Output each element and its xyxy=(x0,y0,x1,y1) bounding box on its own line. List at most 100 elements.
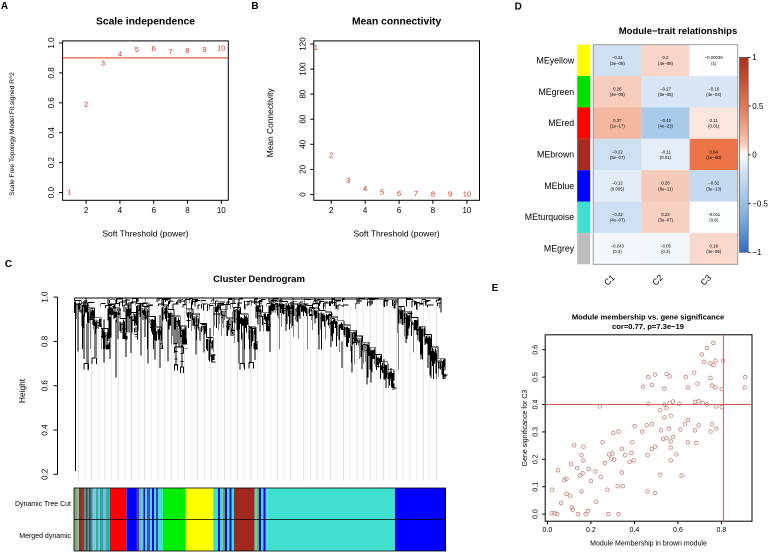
svg-text:(1): (1) xyxy=(711,61,717,66)
svg-text:Soft Threshold (power): Soft Threshold (power) xyxy=(102,229,188,239)
svg-text:6: 6 xyxy=(151,206,156,215)
svg-text:MEgrey: MEgrey xyxy=(544,244,575,254)
svg-text:0.6: 0.6 xyxy=(673,527,683,534)
svg-text:0.5: 0.5 xyxy=(752,102,764,111)
svg-text:(0.005): (0.005) xyxy=(610,186,624,191)
svg-text:6: 6 xyxy=(397,206,402,215)
svg-text:1: 1 xyxy=(314,43,318,52)
svg-text:−0.17: −0.17 xyxy=(660,87,671,92)
svg-text:0.3: 0.3 xyxy=(533,427,540,437)
svg-text:80: 80 xyxy=(298,89,307,98)
svg-text:MEyellow: MEyellow xyxy=(537,55,575,65)
svg-text:(1e−17): (1e−17) xyxy=(610,124,625,129)
svg-text:(0.01): (0.01) xyxy=(660,155,672,160)
svg-text:10: 10 xyxy=(463,190,471,199)
svg-text:0.5: 0.5 xyxy=(533,372,540,382)
svg-text:MEgreen: MEgreen xyxy=(538,87,574,97)
svg-text:E: E xyxy=(492,283,499,294)
svg-text:cor=0.77, p=7.3e−19: cor=0.77, p=7.3e−19 xyxy=(612,322,684,331)
svg-text:Mean Connectivity: Mean Connectivity xyxy=(265,88,275,158)
svg-text:0.8: 0.8 xyxy=(41,335,50,347)
svg-text:−0.12: −0.12 xyxy=(612,181,623,186)
svg-text:−0.043: −0.043 xyxy=(611,243,625,248)
svg-text:Mean connectivity: Mean connectivity xyxy=(352,17,442,28)
svg-text:B: B xyxy=(251,1,258,12)
svg-text:0.4: 0.4 xyxy=(533,400,540,410)
svg-text:9: 9 xyxy=(448,190,452,199)
svg-text:0.2: 0.2 xyxy=(663,55,670,60)
svg-text:0.6: 0.6 xyxy=(533,345,540,355)
svg-text:MEred: MEred xyxy=(548,118,574,128)
svg-text:20: 20 xyxy=(298,164,307,173)
svg-text:4: 4 xyxy=(118,50,122,59)
svg-text:4: 4 xyxy=(363,184,367,193)
svg-text:0.4: 0.4 xyxy=(47,127,56,139)
svg-text:0.11: 0.11 xyxy=(710,118,719,123)
svg-text:0.2: 0.2 xyxy=(47,156,56,168)
svg-text:1: 1 xyxy=(67,188,71,197)
svg-text:(4e−08): (4e−08) xyxy=(658,61,673,66)
svg-text:(4e−07): (4e−07) xyxy=(610,218,625,223)
svg-text:(8e−05): (8e−05) xyxy=(658,92,673,97)
svg-text:(0.8): (0.8) xyxy=(709,218,718,223)
svg-text:40: 40 xyxy=(298,139,307,148)
svg-text:0: 0 xyxy=(752,151,757,160)
svg-text:−0.00036: −0.00036 xyxy=(705,55,724,60)
svg-text:−0.42: −0.42 xyxy=(660,118,671,123)
svg-text:−0.21: −0.21 xyxy=(612,55,623,60)
svg-text:2: 2 xyxy=(329,206,334,215)
svg-text:5: 5 xyxy=(135,45,139,54)
svg-text:0: 0 xyxy=(298,192,307,197)
svg-text:Scale independence: Scale independence xyxy=(96,17,195,28)
svg-text:2: 2 xyxy=(84,206,89,215)
svg-text:6: 6 xyxy=(397,189,401,198)
svg-text:100: 100 xyxy=(298,62,307,76)
svg-text:(1e−60): (1e−60) xyxy=(706,155,721,160)
svg-text:5: 5 xyxy=(380,187,384,196)
svg-text:Soft Threshold (power): Soft Threshold (power) xyxy=(353,229,439,239)
svg-text:0.4: 0.4 xyxy=(41,424,50,436)
svg-text:0.2: 0.2 xyxy=(41,468,50,480)
svg-text:C: C xyxy=(5,259,12,270)
svg-text:1.0: 1.0 xyxy=(47,37,56,49)
svg-text:0.2: 0.2 xyxy=(586,527,596,534)
svg-text:4: 4 xyxy=(118,206,123,215)
svg-text:−0.22: −0.22 xyxy=(612,149,623,154)
svg-text:0.6: 0.6 xyxy=(47,97,56,109)
svg-text:9: 9 xyxy=(202,45,206,54)
svg-text:8: 8 xyxy=(431,206,436,215)
svg-text:(4e−04): (4e−04) xyxy=(706,92,721,97)
svg-text:0.26: 0.26 xyxy=(613,87,622,92)
svg-text:0.2: 0.2 xyxy=(533,454,540,464)
svg-text:8: 8 xyxy=(185,206,190,215)
svg-text:6: 6 xyxy=(152,44,156,53)
svg-text:−0.32: −0.32 xyxy=(708,181,719,186)
svg-text:1: 1 xyxy=(752,53,757,62)
svg-text:0.1: 0.1 xyxy=(533,482,540,492)
svg-text:−0.11: −0.11 xyxy=(660,149,671,154)
svg-text:0.0: 0.0 xyxy=(533,509,540,519)
svg-text:(0.01): (0.01) xyxy=(708,124,720,129)
svg-text:D: D xyxy=(515,1,522,12)
svg-text:10: 10 xyxy=(217,206,226,215)
svg-text:A: A xyxy=(1,1,8,12)
svg-text:7: 7 xyxy=(169,47,173,56)
svg-text:0.23: 0.23 xyxy=(661,212,670,217)
svg-text:0.28: 0.28 xyxy=(661,181,670,186)
svg-text:Cluster Dendrogram: Cluster Dendrogram xyxy=(213,274,305,285)
svg-text:Module membership vs. gene sig: Module membership vs. gene significance xyxy=(572,313,724,322)
svg-text:8: 8 xyxy=(185,46,189,55)
svg-text:(3e−07): (3e−07) xyxy=(658,218,673,223)
svg-text:(5e−07): (5e−07) xyxy=(610,155,625,160)
svg-text:−0.22: −0.22 xyxy=(612,212,623,217)
svg-text:0.6: 0.6 xyxy=(41,380,50,392)
svg-text:−0.5: −0.5 xyxy=(752,199,768,208)
svg-text:MEblue: MEblue xyxy=(544,181,574,191)
svg-text:0.37: 0.37 xyxy=(613,118,622,123)
svg-text:MEbrown: MEbrown xyxy=(537,150,574,160)
svg-text:−1: −1 xyxy=(752,248,762,257)
svg-text:0.4: 0.4 xyxy=(630,527,640,534)
svg-text:0.0: 0.0 xyxy=(543,527,553,534)
svg-text:(0.3): (0.3) xyxy=(613,249,622,254)
svg-text:0.8: 0.8 xyxy=(717,527,727,534)
